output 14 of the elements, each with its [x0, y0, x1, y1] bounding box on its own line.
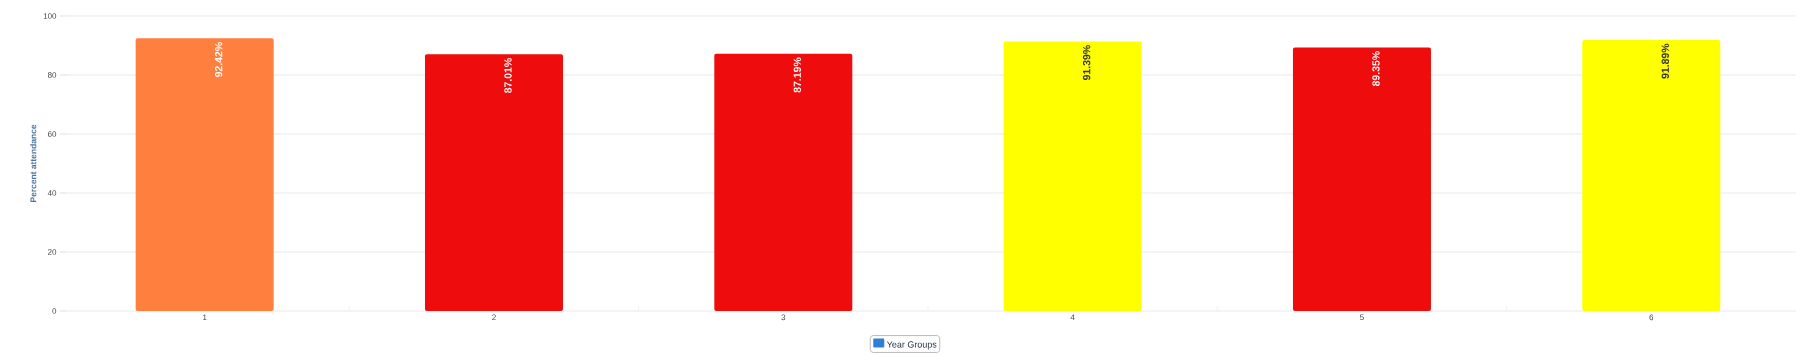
bar	[1292, 47, 1431, 311]
bar	[1582, 39, 1721, 311]
bar	[714, 53, 853, 311]
bar	[424, 54, 563, 311]
data-label: 87.19%	[793, 57, 802, 93]
bar	[135, 38, 274, 311]
bar	[1003, 41, 1142, 311]
data-label: 87.01%	[504, 58, 512, 93]
text: Year Groups	[886, 341, 937, 350]
data-label: 92.42%	[214, 42, 223, 77]
data-label: 91.89%	[1661, 43, 1669, 79]
data-label: 91.39%	[1082, 45, 1091, 81]
y-axis-title: Percent attendance	[30, 124, 37, 202]
data-label: 89.35%	[1372, 51, 1380, 87]
